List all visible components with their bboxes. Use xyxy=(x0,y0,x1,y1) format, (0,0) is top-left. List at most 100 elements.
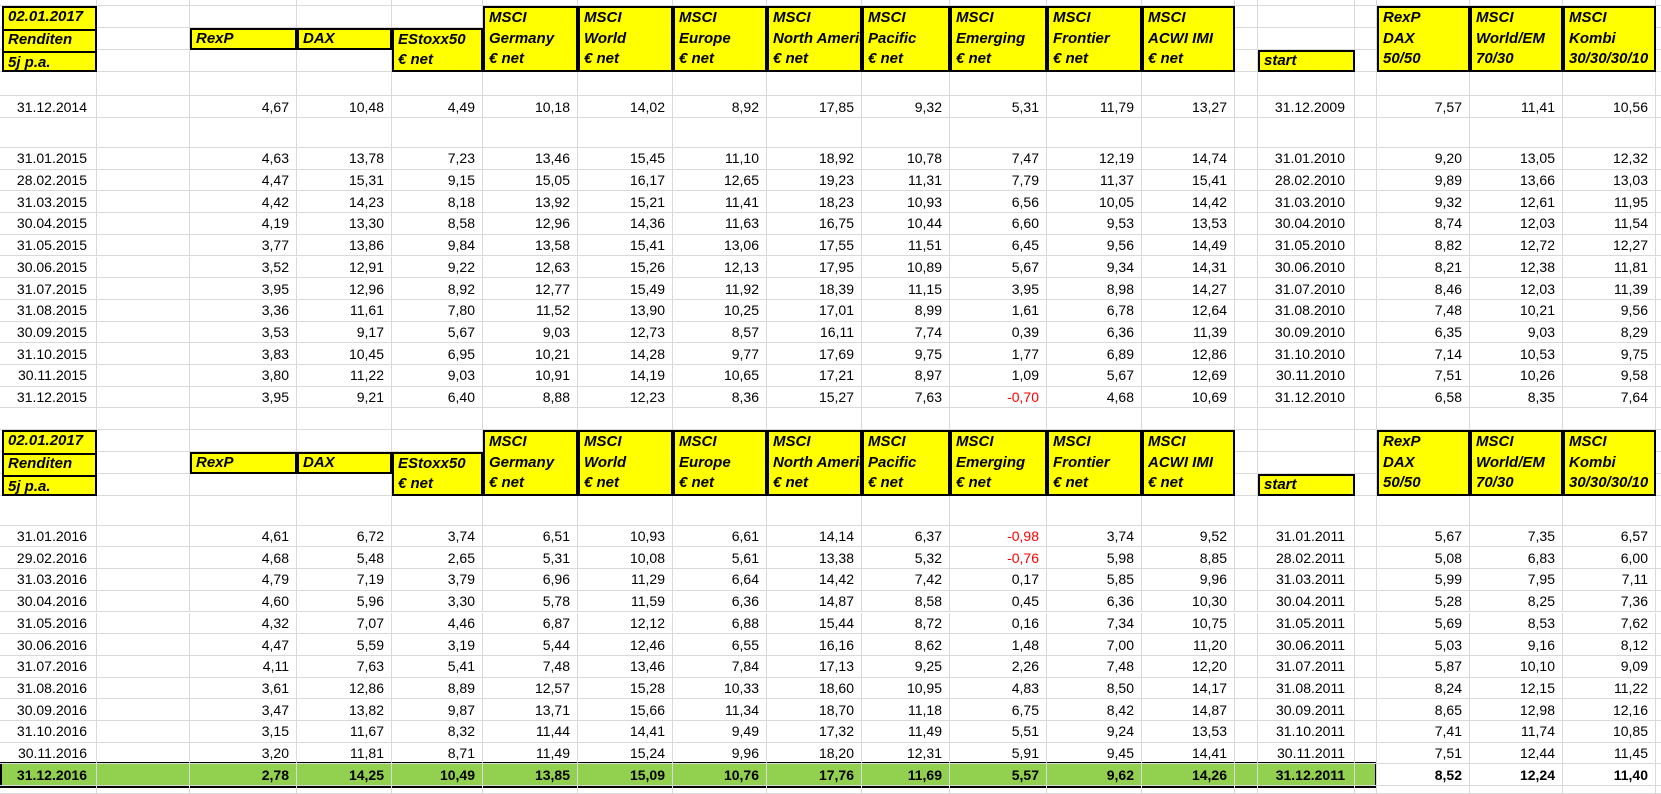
cell-value[interactable]: 9,87 xyxy=(392,699,483,721)
cell-empty[interactable] xyxy=(1355,278,1377,300)
cell-combo-value[interactable]: 8,35 xyxy=(1470,386,1563,409)
cell-combo-value[interactable]: 7,48 xyxy=(1377,299,1470,322)
cell-empty[interactable] xyxy=(297,430,392,452)
cell-combo-value[interactable]: 7,64 xyxy=(1563,386,1656,409)
cell-combo-value[interactable]: 11,39 xyxy=(1563,278,1656,300)
cell-value[interactable]: 11,63 xyxy=(673,213,767,235)
cell-empty[interactable] xyxy=(1047,118,1142,148)
cell-empty[interactable] xyxy=(1355,169,1377,192)
cell-combo-value[interactable]: 7,41 xyxy=(1377,721,1470,743)
cell-empty[interactable] xyxy=(1656,278,1661,300)
cell-empty[interactable] xyxy=(1470,72,1563,96)
cell-empty[interactable] xyxy=(97,96,190,118)
cell-value[interactable]: 13,30 xyxy=(297,213,392,235)
cell-value[interactable]: 11,49 xyxy=(862,721,950,743)
cell-value[interactable]: 7,63 xyxy=(297,655,392,678)
cell-combo-value[interactable]: 8,65 xyxy=(1377,699,1470,721)
cell-value[interactable]: 12,20 xyxy=(1142,655,1235,678)
cell-date[interactable]: 31.07.2016 xyxy=(0,655,97,678)
cell-value[interactable]: 3,61 xyxy=(190,677,297,700)
cell-empty[interactable] xyxy=(483,118,578,148)
cell-value[interactable]: 15,41 xyxy=(1142,169,1235,192)
cell-empty[interactable] xyxy=(392,786,483,794)
cell-empty[interactable] xyxy=(190,786,297,794)
cell-start-date[interactable]: 31.03.2011 xyxy=(1258,569,1355,591)
cell-empty[interactable] xyxy=(578,72,673,96)
cell-combo-value[interactable]: 8,74 xyxy=(1377,213,1470,235)
cell-empty[interactable] xyxy=(1656,322,1661,344)
cell-empty[interactable] xyxy=(578,786,673,794)
cell-value[interactable]: 10,49 xyxy=(392,764,483,787)
cell-empty[interactable] xyxy=(1656,191,1661,214)
cell-value[interactable]: 9,03 xyxy=(483,321,578,344)
cell-empty[interactable] xyxy=(1656,764,1661,787)
cell-empty[interactable] xyxy=(1563,0,1656,6)
cell-empty[interactable] xyxy=(1235,569,1258,591)
cell-value[interactable]: 3,30 xyxy=(392,590,483,613)
header-title-block-2[interactable]: 02.01.2017 Renditen 5j p.a. xyxy=(2,430,97,496)
cell-empty[interactable] xyxy=(673,72,767,96)
cell-empty[interactable] xyxy=(97,169,190,192)
cell-value[interactable]: 4,68 xyxy=(190,547,297,570)
cell-value[interactable]: 0,45 xyxy=(950,590,1047,613)
cell-value[interactable]: 17,01 xyxy=(767,299,862,322)
cell-empty[interactable] xyxy=(578,408,673,430)
cell-empty[interactable] xyxy=(1235,148,1258,170)
cell-empty[interactable] xyxy=(1355,148,1377,170)
cell-value[interactable]: 12,23 xyxy=(578,386,673,409)
cell-combo-value[interactable]: 13,05 xyxy=(1470,148,1563,170)
cell-empty[interactable] xyxy=(1656,148,1661,170)
cell-empty[interactable] xyxy=(190,72,297,96)
cell-empty[interactable] xyxy=(1563,118,1656,148)
cell-value[interactable]: 12,86 xyxy=(297,677,392,700)
cell-combo-value[interactable]: 11,95 xyxy=(1563,191,1656,214)
cell-value[interactable]: 12,57 xyxy=(483,677,578,700)
cell-value[interactable]: 10,76 xyxy=(673,764,767,787)
cell-value[interactable]: 9,34 xyxy=(1047,256,1142,279)
cell-empty[interactable] xyxy=(1656,496,1661,526)
cell-empty[interactable] xyxy=(1142,786,1235,794)
cell-value[interactable]: 5,41 xyxy=(392,655,483,678)
cell-empty[interactable] xyxy=(1235,256,1258,279)
cell-date[interactable]: 29.02.2016 xyxy=(0,547,97,570)
cell-empty[interactable] xyxy=(1355,321,1377,344)
cell-combo-value[interactable]: 6,57 xyxy=(1563,525,1656,548)
cell-empty[interactable] xyxy=(190,408,297,430)
cell-value[interactable]: 5,32 xyxy=(862,547,950,570)
cell-date[interactable]: 31.10.2015 xyxy=(0,343,97,365)
cell-value[interactable]: 9,62 xyxy=(1047,764,1142,787)
cell-empty[interactable] xyxy=(862,0,950,6)
cell-empty[interactable] xyxy=(1047,496,1142,526)
cell-value[interactable]: 14,23 xyxy=(297,191,392,214)
cell-value[interactable]: 3,77 xyxy=(190,234,297,257)
cell-empty[interactable] xyxy=(1235,0,1258,6)
cell-combo-value[interactable]: 8,53 xyxy=(1470,612,1563,635)
cell-value[interactable]: 4,19 xyxy=(190,213,297,235)
cell-value[interactable]: 14,02 xyxy=(578,96,673,118)
cell-combo-value[interactable]: 5,87 xyxy=(1377,655,1470,678)
cell-empty[interactable] xyxy=(1470,118,1563,148)
cell-empty[interactable] xyxy=(1656,6,1661,28)
cell-value[interactable]: 6,55 xyxy=(673,634,767,656)
cell-combo-value[interactable]: 8,21 xyxy=(1377,256,1470,279)
cell-date[interactable]: 30.09.2016 xyxy=(0,699,97,721)
cell-value[interactable]: 11,69 xyxy=(862,764,950,787)
cell-empty[interactable] xyxy=(392,408,483,430)
cell-value[interactable]: 3,79 xyxy=(392,569,483,591)
cell-empty[interactable] xyxy=(97,72,190,96)
cell-value[interactable]: 9,22 xyxy=(392,256,483,279)
cell-value[interactable]: 9,25 xyxy=(862,655,950,678)
cell-value[interactable]: 4,60 xyxy=(190,590,297,613)
cell-combo-value[interactable]: 12,03 xyxy=(1470,213,1563,235)
cell-empty[interactable] xyxy=(97,525,190,548)
cell-value[interactable]: 3,74 xyxy=(392,525,483,548)
cell-combo-value[interactable]: 10,85 xyxy=(1563,721,1656,743)
cell-empty[interactable] xyxy=(1355,430,1377,452)
cell-value[interactable]: 6,36 xyxy=(1047,321,1142,344)
cell-value[interactable]: 10,78 xyxy=(862,148,950,170)
cell-start-date[interactable]: 30.09.2011 xyxy=(1258,699,1355,721)
cell-value[interactable]: 13,53 xyxy=(1142,721,1235,743)
cell-combo-value[interactable]: 5,69 xyxy=(1377,612,1470,635)
cell-value[interactable]: 14,41 xyxy=(578,721,673,743)
cell-date[interactable]: 31.10.2016 xyxy=(0,721,97,743)
